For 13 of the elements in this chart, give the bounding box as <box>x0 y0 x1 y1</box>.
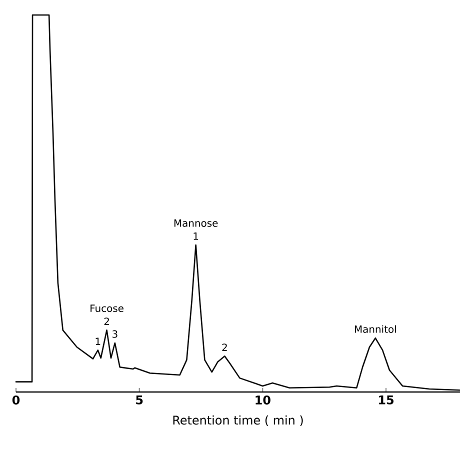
x-tick-label: 10 <box>256 396 270 405</box>
x-tick-label: 15 <box>379 396 394 404</box>
annotation: 1 <box>96 338 100 345</box>
annotation: Fucose <box>90 304 124 312</box>
annotation: Mannose <box>174 219 218 227</box>
x-axis-title: Retention time ( min ) <box>173 415 303 426</box>
annotation: 2 <box>104 318 109 325</box>
annotation: 3 <box>112 330 118 338</box>
annotation: Mannitol <box>354 325 396 333</box>
x-tick-label: 5 <box>136 396 143 404</box>
annotation: 1 <box>194 232 198 240</box>
x-tick-label: 0 <box>12 396 20 405</box>
annotation: 2 <box>222 344 227 352</box>
